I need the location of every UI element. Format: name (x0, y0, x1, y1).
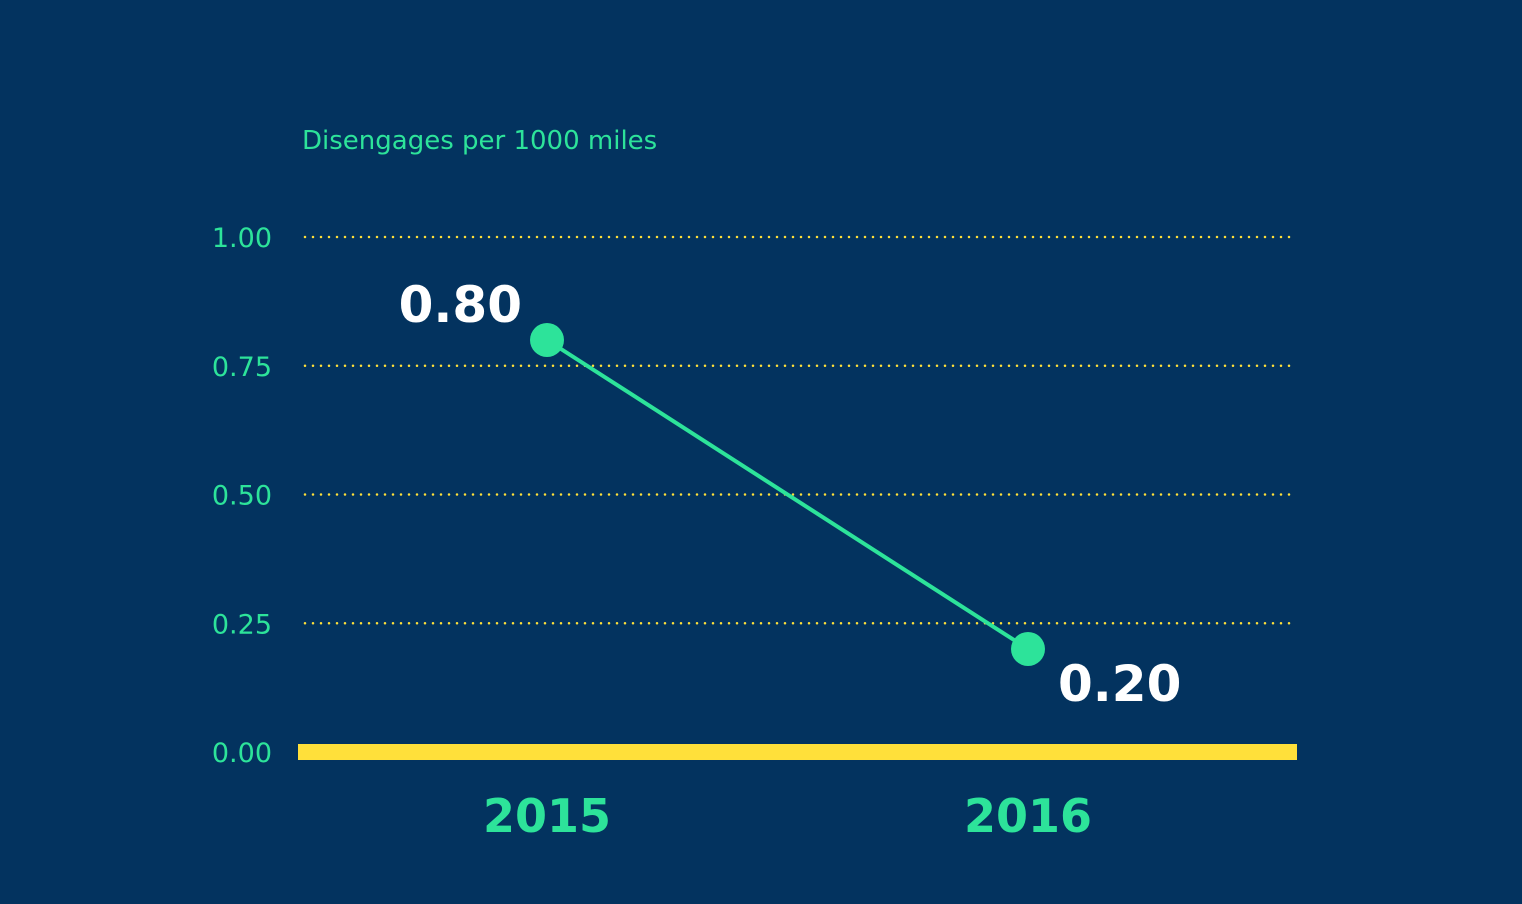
series-line (545, 338, 1030, 651)
x-tick-label: 2016 (964, 789, 1092, 843)
y-tick-label: 0.75 (212, 352, 272, 383)
y-tick-label: 0.25 (212, 609, 272, 640)
data-point (530, 323, 564, 357)
data-label: 0.80 (399, 276, 522, 334)
y-axis-label: Disengages per 1000 miles (302, 126, 657, 156)
x-tick-label: 2015 (483, 789, 611, 843)
y-tick-label: 0.00 (212, 738, 272, 769)
y-tick-label: 0.50 (212, 481, 272, 512)
y-tick-label: 1.00 (212, 223, 272, 254)
data-label: 0.20 (1058, 655, 1181, 713)
data-point (1011, 632, 1045, 666)
baseline (298, 744, 1297, 760)
